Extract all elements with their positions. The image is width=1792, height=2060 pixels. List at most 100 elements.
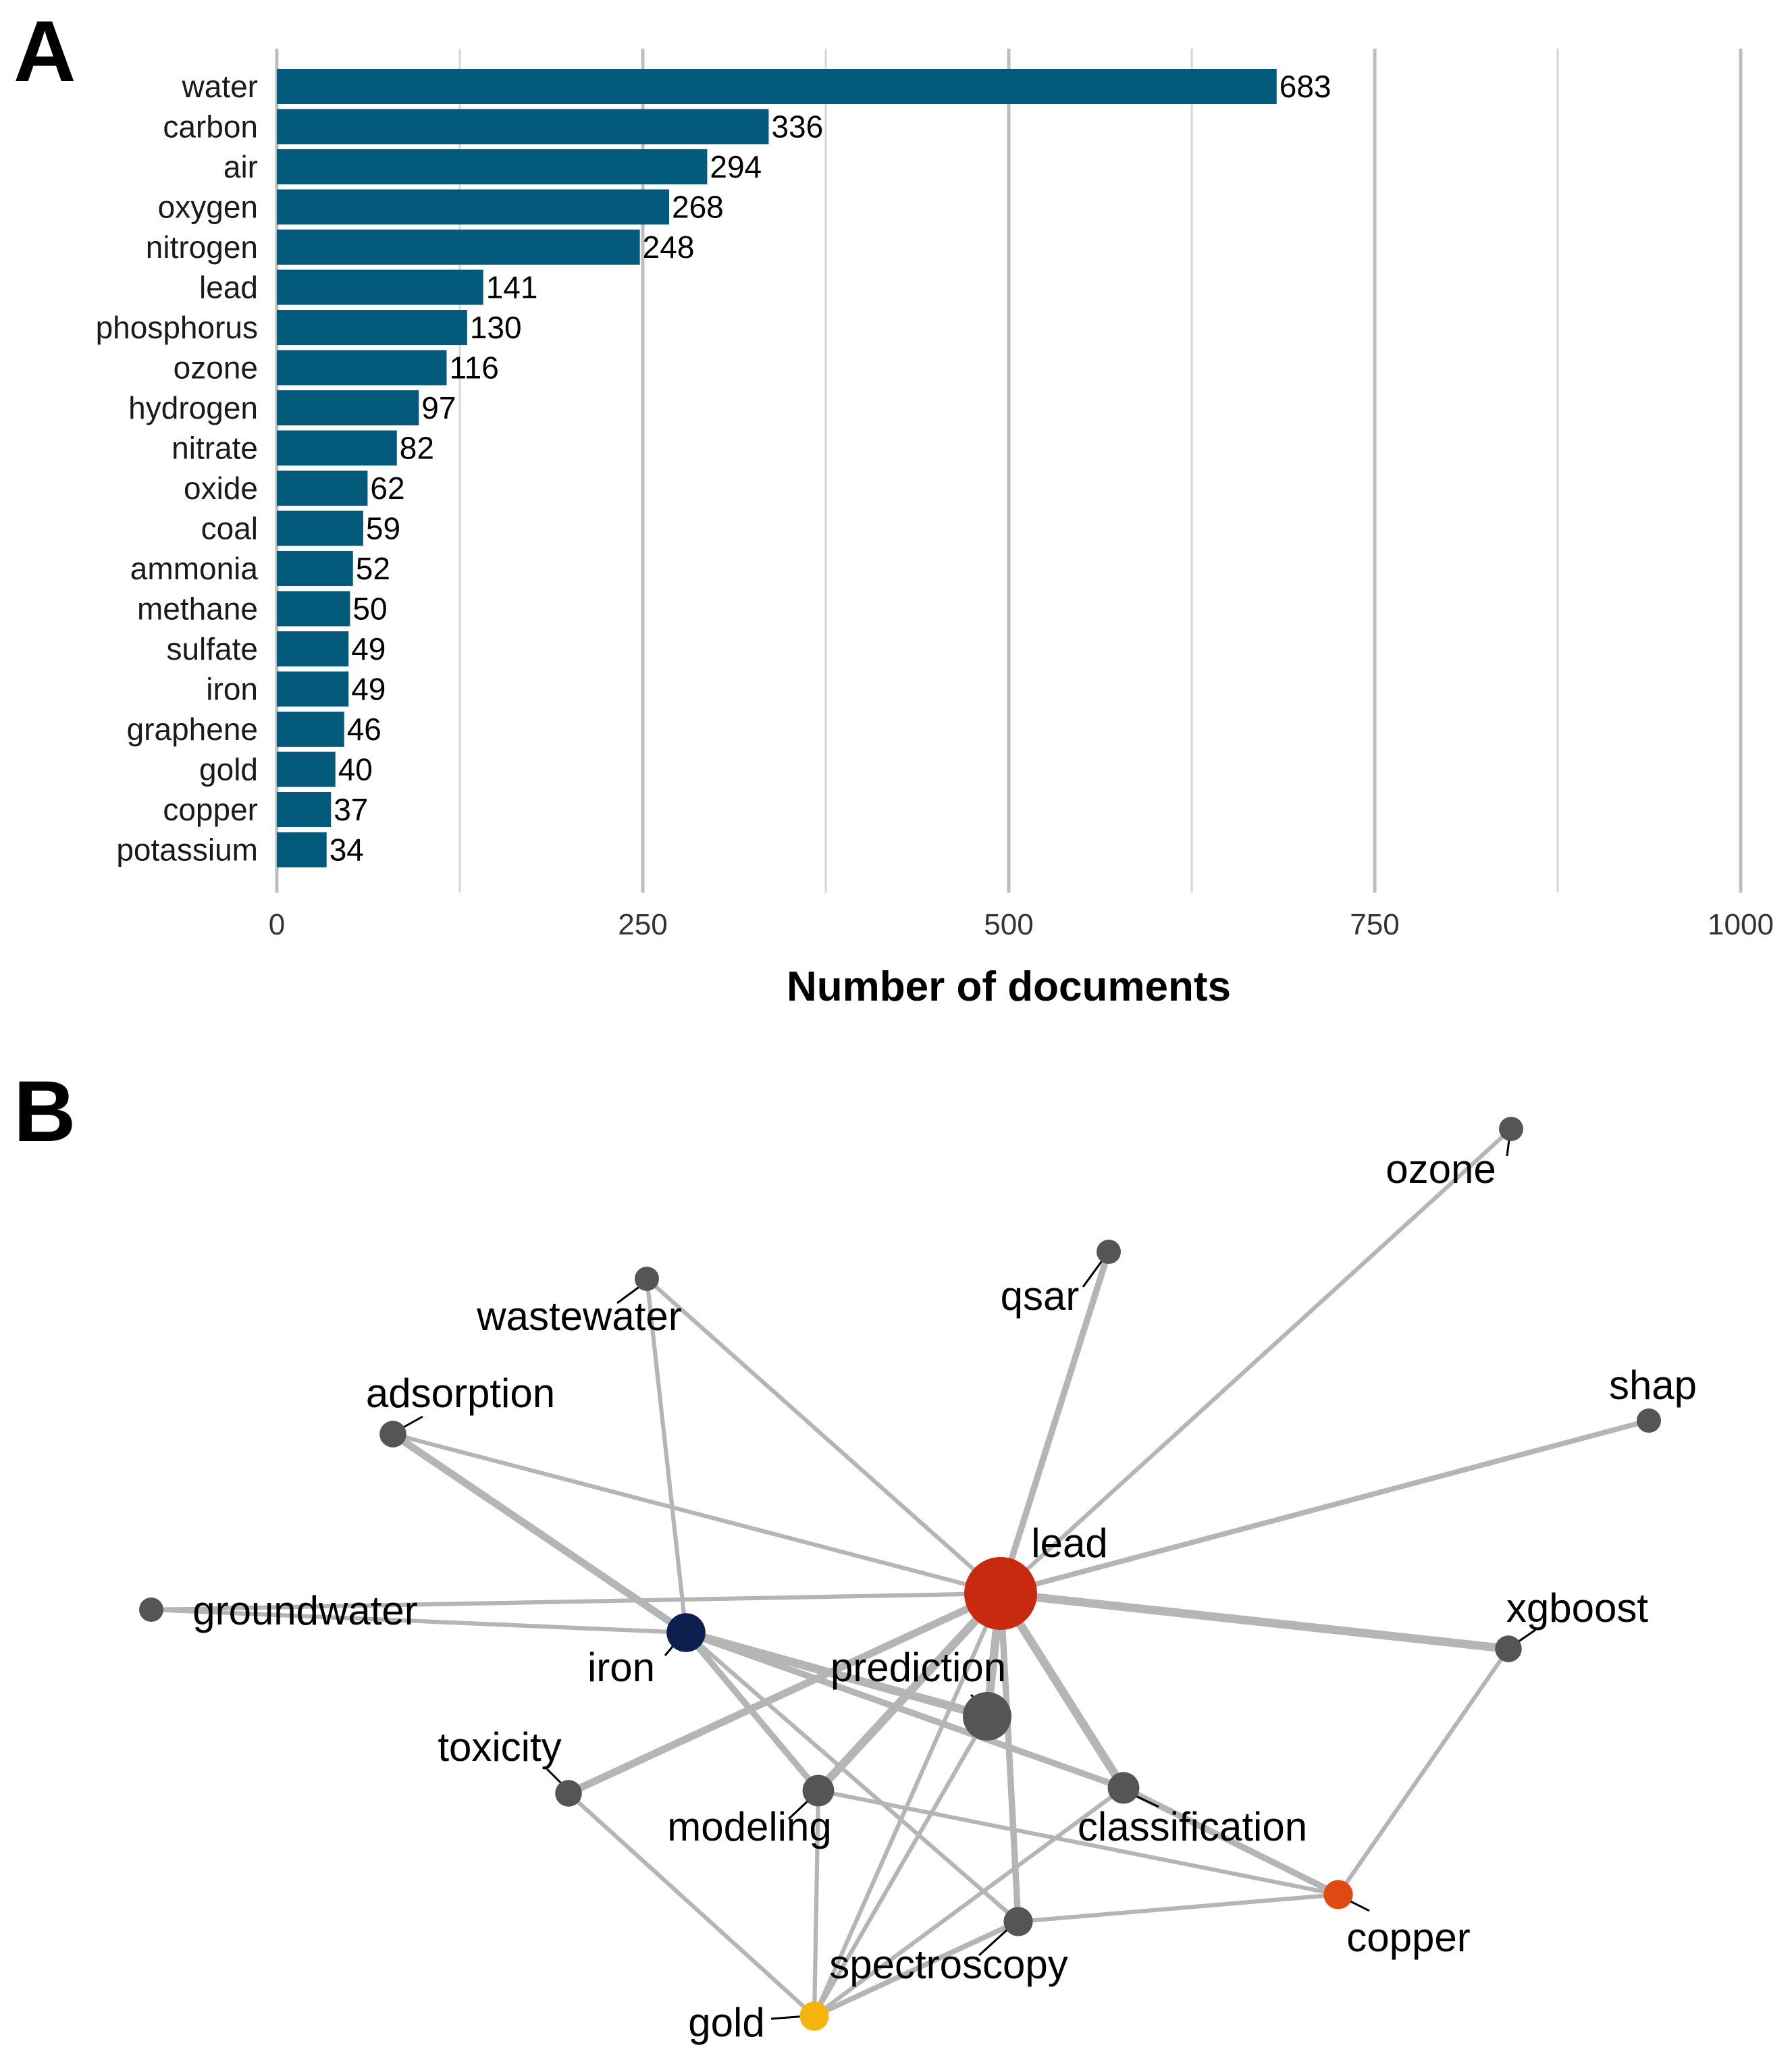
- bar-potassium: [277, 832, 327, 868]
- edge-copper-xgboost: [1336, 1646, 1511, 1897]
- leader-spectroscopy: [978, 1927, 1010, 1957]
- value-label-methane: 50: [352, 591, 387, 627]
- node-wastewater: [635, 1267, 659, 1291]
- value-label-nitrogen: 248: [643, 230, 695, 265]
- node-label-prediction: prediction: [831, 1645, 1006, 1690]
- tick-label-750: 750: [1350, 908, 1399, 941]
- value-label-air: 294: [710, 149, 762, 184]
- bar-gold: [277, 751, 336, 787]
- tick-label-0: 0: [269, 908, 285, 941]
- bar-chart-value-labels: 683 336 294 268 248 141 130 116 97 82 62 59 52 50 49 49…: [330, 69, 1332, 868]
- category-label-methane: methane: [137, 591, 258, 627]
- category-label-air: air: [223, 149, 258, 184]
- value-label-lead: 141: [486, 270, 538, 305]
- value-label-sulfate: 49: [351, 631, 386, 666]
- node-label-classification: classification: [1078, 1804, 1307, 1849]
- bar-graphene: [277, 712, 344, 747]
- network-graph: lead prediction iron classification modeling…: [139, 1117, 1697, 2045]
- tick-label-500: 500: [984, 908, 1033, 941]
- panel-b-letter: B: [14, 1063, 76, 1160]
- edge-lead-classification: [996, 1589, 1128, 1793]
- node-label-wastewater: wastewater: [476, 1294, 681, 1339]
- value-label-copper: 37: [334, 792, 368, 827]
- bar-copper: [277, 792, 332, 827]
- bar-oxygen: [277, 189, 670, 225]
- edge-iron-prediction: [681, 1628, 992, 1721]
- node-shap: [1637, 1408, 1661, 1433]
- node-ozone: [1499, 1117, 1523, 1141]
- bar-iron: [277, 671, 349, 707]
- category-label-graphene: graphene: [127, 712, 258, 747]
- edge-lead-toxicity: [564, 1589, 1005, 1797]
- edge-modeling-gold: [812, 1788, 821, 2019]
- node-spectroscopy: [1003, 1907, 1033, 1936]
- bar-nitrogen: [277, 230, 640, 265]
- bar-chart: water carbon air oxygen nitrogen lead phosphor…: [96, 49, 1774, 1010]
- node-classification: [1107, 1772, 1140, 1804]
- value-label-water: 683: [1280, 69, 1332, 104]
- node-label-toxicity: toxicity: [438, 1724, 561, 1770]
- category-label-iron: iron: [206, 672, 258, 707]
- bar-air: [277, 149, 708, 184]
- node-iron: [666, 1613, 706, 1652]
- value-label-hydrogen: 97: [421, 390, 456, 425]
- category-label-ozone: ozone: [174, 350, 258, 386]
- edge-lead-groundwater: [149, 1591, 1003, 1612]
- edge-lead-xgboost: [996, 1589, 1513, 1654]
- edge-classification-copper: [1120, 1785, 1342, 1898]
- value-label-ozone: 116: [449, 350, 498, 386]
- category-label-copper: copper: [163, 792, 258, 827]
- category-label-nitrate: nitrate: [172, 431, 258, 466]
- node-modeling: [802, 1774, 835, 1807]
- value-label-phosphorus: 130: [470, 310, 522, 345]
- bar-oxide: [277, 471, 368, 506]
- value-label-oxide: 62: [370, 471, 404, 506]
- bar-water: [277, 69, 1277, 104]
- bar-chart-gridlines: [275, 49, 1743, 893]
- bar-lead: [277, 269, 483, 305]
- value-label-nitrate: 82: [400, 431, 434, 466]
- panel-a-letter: A: [14, 3, 76, 100]
- value-label-ammonia: 52: [356, 551, 390, 586]
- category-label-carbon: carbon: [163, 109, 258, 144]
- node-label-copper: copper: [1346, 1915, 1470, 1960]
- edge-lead-wastewater: [644, 1276, 1003, 1596]
- node-label-adsorption: adsorption: [366, 1371, 555, 1416]
- node-toxicity: [555, 1780, 582, 1807]
- node-gold: [799, 2001, 829, 2031]
- bar-methane: [277, 591, 350, 627]
- node-lead: [964, 1557, 1037, 1630]
- edge-lead-adsorption: [390, 1431, 1003, 1596]
- category-label-coal: coal: [201, 511, 258, 546]
- node-qsar: [1097, 1240, 1121, 1264]
- bar-ozone: [277, 350, 447, 386]
- category-label-hydrogen: hydrogen: [128, 390, 258, 425]
- node-label-gold: gold: [688, 2000, 764, 2045]
- bar-hydrogen: [277, 390, 419, 425]
- node-label-qsar: qsar: [1001, 1273, 1080, 1319]
- category-label-gold: gold: [199, 752, 258, 787]
- leader-qsar: [1082, 1257, 1106, 1288]
- edge-iron-groundwater: [149, 1607, 689, 1635]
- edge-lead-shap: [998, 1418, 1652, 1596]
- edge-lead-ozone: [998, 1126, 1514, 1596]
- network-nodes: [139, 1117, 1661, 2031]
- leader-modeling: [787, 1797, 812, 1820]
- bar-nitrate: [277, 430, 397, 466]
- category-label-water: water: [182, 69, 258, 104]
- edge-lead-gold: [812, 1591, 1003, 2019]
- value-label-gold: 40: [338, 752, 373, 787]
- node-xgboost: [1495, 1635, 1522, 1662]
- value-label-oxygen: 268: [672, 190, 724, 225]
- node-label-iron: iron: [587, 1645, 655, 1690]
- category-label-sulfate: sulfate: [166, 631, 258, 666]
- node-groundwater: [139, 1597, 163, 1622]
- bar-phosphorus: [277, 310, 467, 345]
- bar-sulfate: [277, 631, 349, 666]
- value-label-carbon: 336: [771, 109, 823, 144]
- edge-classification-gold: [812, 1785, 1126, 2019]
- node-label-ozone: ozone: [1386, 1146, 1496, 1192]
- edge-iron-spectroscopy: [683, 1630, 1021, 1924]
- category-label-lead: lead: [199, 270, 258, 305]
